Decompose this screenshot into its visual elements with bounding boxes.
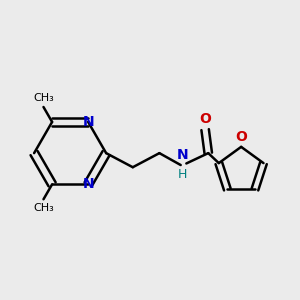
Text: N: N	[82, 115, 94, 129]
Text: N: N	[82, 177, 94, 191]
Text: O: O	[199, 112, 211, 126]
Text: H: H	[178, 167, 187, 181]
Text: CH₃: CH₃	[33, 203, 54, 213]
Text: CH₃: CH₃	[33, 93, 54, 103]
Text: N: N	[176, 148, 188, 162]
Text: O: O	[235, 130, 247, 144]
